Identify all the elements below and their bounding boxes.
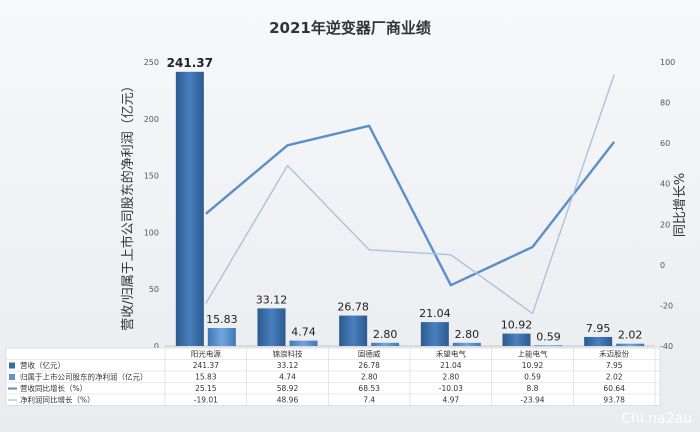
legend-swatch — [9, 374, 15, 380]
y-right-tick-label: 40 — [660, 180, 670, 189]
table-cell: -19.01 — [194, 396, 218, 405]
data-label-net-profit: 2.80 — [373, 328, 398, 341]
category-label: 锦浪科技 — [273, 349, 303, 359]
table-cell: 15.83 — [195, 373, 217, 382]
table-cell: -23.94 — [520, 396, 544, 405]
table-cell: 33.12 — [277, 361, 299, 370]
y-right-tick-label: 100 — [660, 58, 675, 67]
table-cell: 48.96 — [277, 396, 299, 405]
bar-revenue — [502, 333, 531, 346]
category-label: 阳光电源 — [191, 349, 221, 359]
bar-net-profit — [371, 342, 400, 346]
y-right-tick-label: 20 — [660, 220, 670, 229]
data-label-revenue: 7.95 — [586, 322, 611, 335]
legend-entry: 净利润同比增长（%） — [20, 395, 95, 405]
table-cell: 2.80 — [361, 373, 378, 382]
line-profit-growth — [205, 74, 615, 315]
y-left-tick-label: 250 — [144, 58, 159, 67]
legend-entry: 归属于上市公司股东的净利润（亿元） — [20, 372, 148, 382]
data-label-revenue: 10.92 — [501, 319, 533, 332]
table-cell: 21.04 — [440, 361, 462, 370]
category-label: 禾望电气 — [436, 349, 466, 359]
category-label: 固德威 — [358, 349, 381, 359]
watermark-text: Chi na2au — [621, 411, 692, 427]
y-right-tick-label: 60 — [660, 139, 670, 148]
bar-net-profit — [534, 345, 563, 347]
data-label-revenue: 21.04 — [419, 307, 451, 320]
table-cell: 58.92 — [277, 384, 299, 393]
category-label: 上能电气 — [518, 349, 548, 359]
bar-net-profit — [289, 340, 318, 346]
table-cell: 25.15 — [195, 384, 217, 393]
y-right-tick-label: 80 — [660, 99, 670, 108]
y-right-tick-label: -20 — [660, 301, 673, 310]
table-cell: 7.95 — [606, 361, 623, 370]
data-label-net-profit: 0.59 — [536, 330, 561, 343]
table-cell: 8.8 — [527, 384, 539, 393]
data-label-net-profit: 4.74 — [291, 326, 316, 339]
bar-net-profit — [616, 343, 645, 346]
y-left-tick-label: 50 — [149, 285, 159, 294]
legend-swatch — [9, 362, 15, 369]
table-cell: 2.02 — [606, 373, 623, 382]
table-cell: -10.03 — [439, 384, 463, 393]
y-right-tick-label: -40 — [660, 342, 673, 351]
y-left-tick-label: 0 — [154, 342, 159, 351]
table-cell: 241.37 — [193, 361, 219, 370]
y-axis-left-label: 营收/归属于上市公司股东的净利润（亿元） — [120, 79, 136, 330]
data-label-net-profit: 2.80 — [455, 328, 480, 341]
y-left-tick-label: 150 — [144, 172, 159, 181]
y-left-tick-label: 200 — [144, 115, 159, 124]
bar-revenue — [257, 308, 286, 346]
legend-entry: 营收（亿元） — [20, 360, 65, 370]
legend-entry: 营收同比增长（%） — [20, 383, 87, 393]
y-axis-right-label: 同比增长% — [673, 173, 688, 237]
table-cell: 60.64 — [603, 384, 625, 393]
data-label-revenue: 26.78 — [337, 301, 369, 314]
table-cell: 7.4 — [363, 396, 375, 405]
line-revenue-growth — [205, 124, 616, 287]
data-label-net-profit: 2.02 — [618, 329, 643, 342]
table-cell: 93.78 — [603, 396, 625, 405]
category-label: 禾迈股份 — [599, 349, 629, 359]
bar-revenue — [175, 71, 204, 346]
table-cell: 4.74 — [279, 373, 296, 382]
y-right-tick-label: 0 — [660, 261, 665, 270]
bar-revenue — [339, 315, 368, 346]
bar-revenue — [584, 336, 613, 346]
table-cell: 0.59 — [524, 373, 541, 382]
table-cell: 10.92 — [522, 361, 544, 370]
table-cell: 26.78 — [358, 361, 380, 370]
bar-net-profit — [207, 328, 236, 346]
data-label-net-profit: 15.83 — [206, 313, 238, 326]
table-cell: 2.80 — [442, 373, 459, 382]
chart-title: 2021年逆变器厂商业绩 — [269, 19, 431, 37]
y-left-tick-label: 100 — [144, 228, 159, 237]
data-label-revenue: 241.37 — [167, 56, 213, 70]
bar-revenue — [420, 322, 449, 346]
data-label-revenue: 33.12 — [256, 293, 288, 306]
bar-net-profit — [452, 342, 481, 346]
table-cell: 4.97 — [442, 396, 459, 405]
data-table — [5, 347, 661, 406]
table-cell: 68.53 — [358, 384, 380, 393]
